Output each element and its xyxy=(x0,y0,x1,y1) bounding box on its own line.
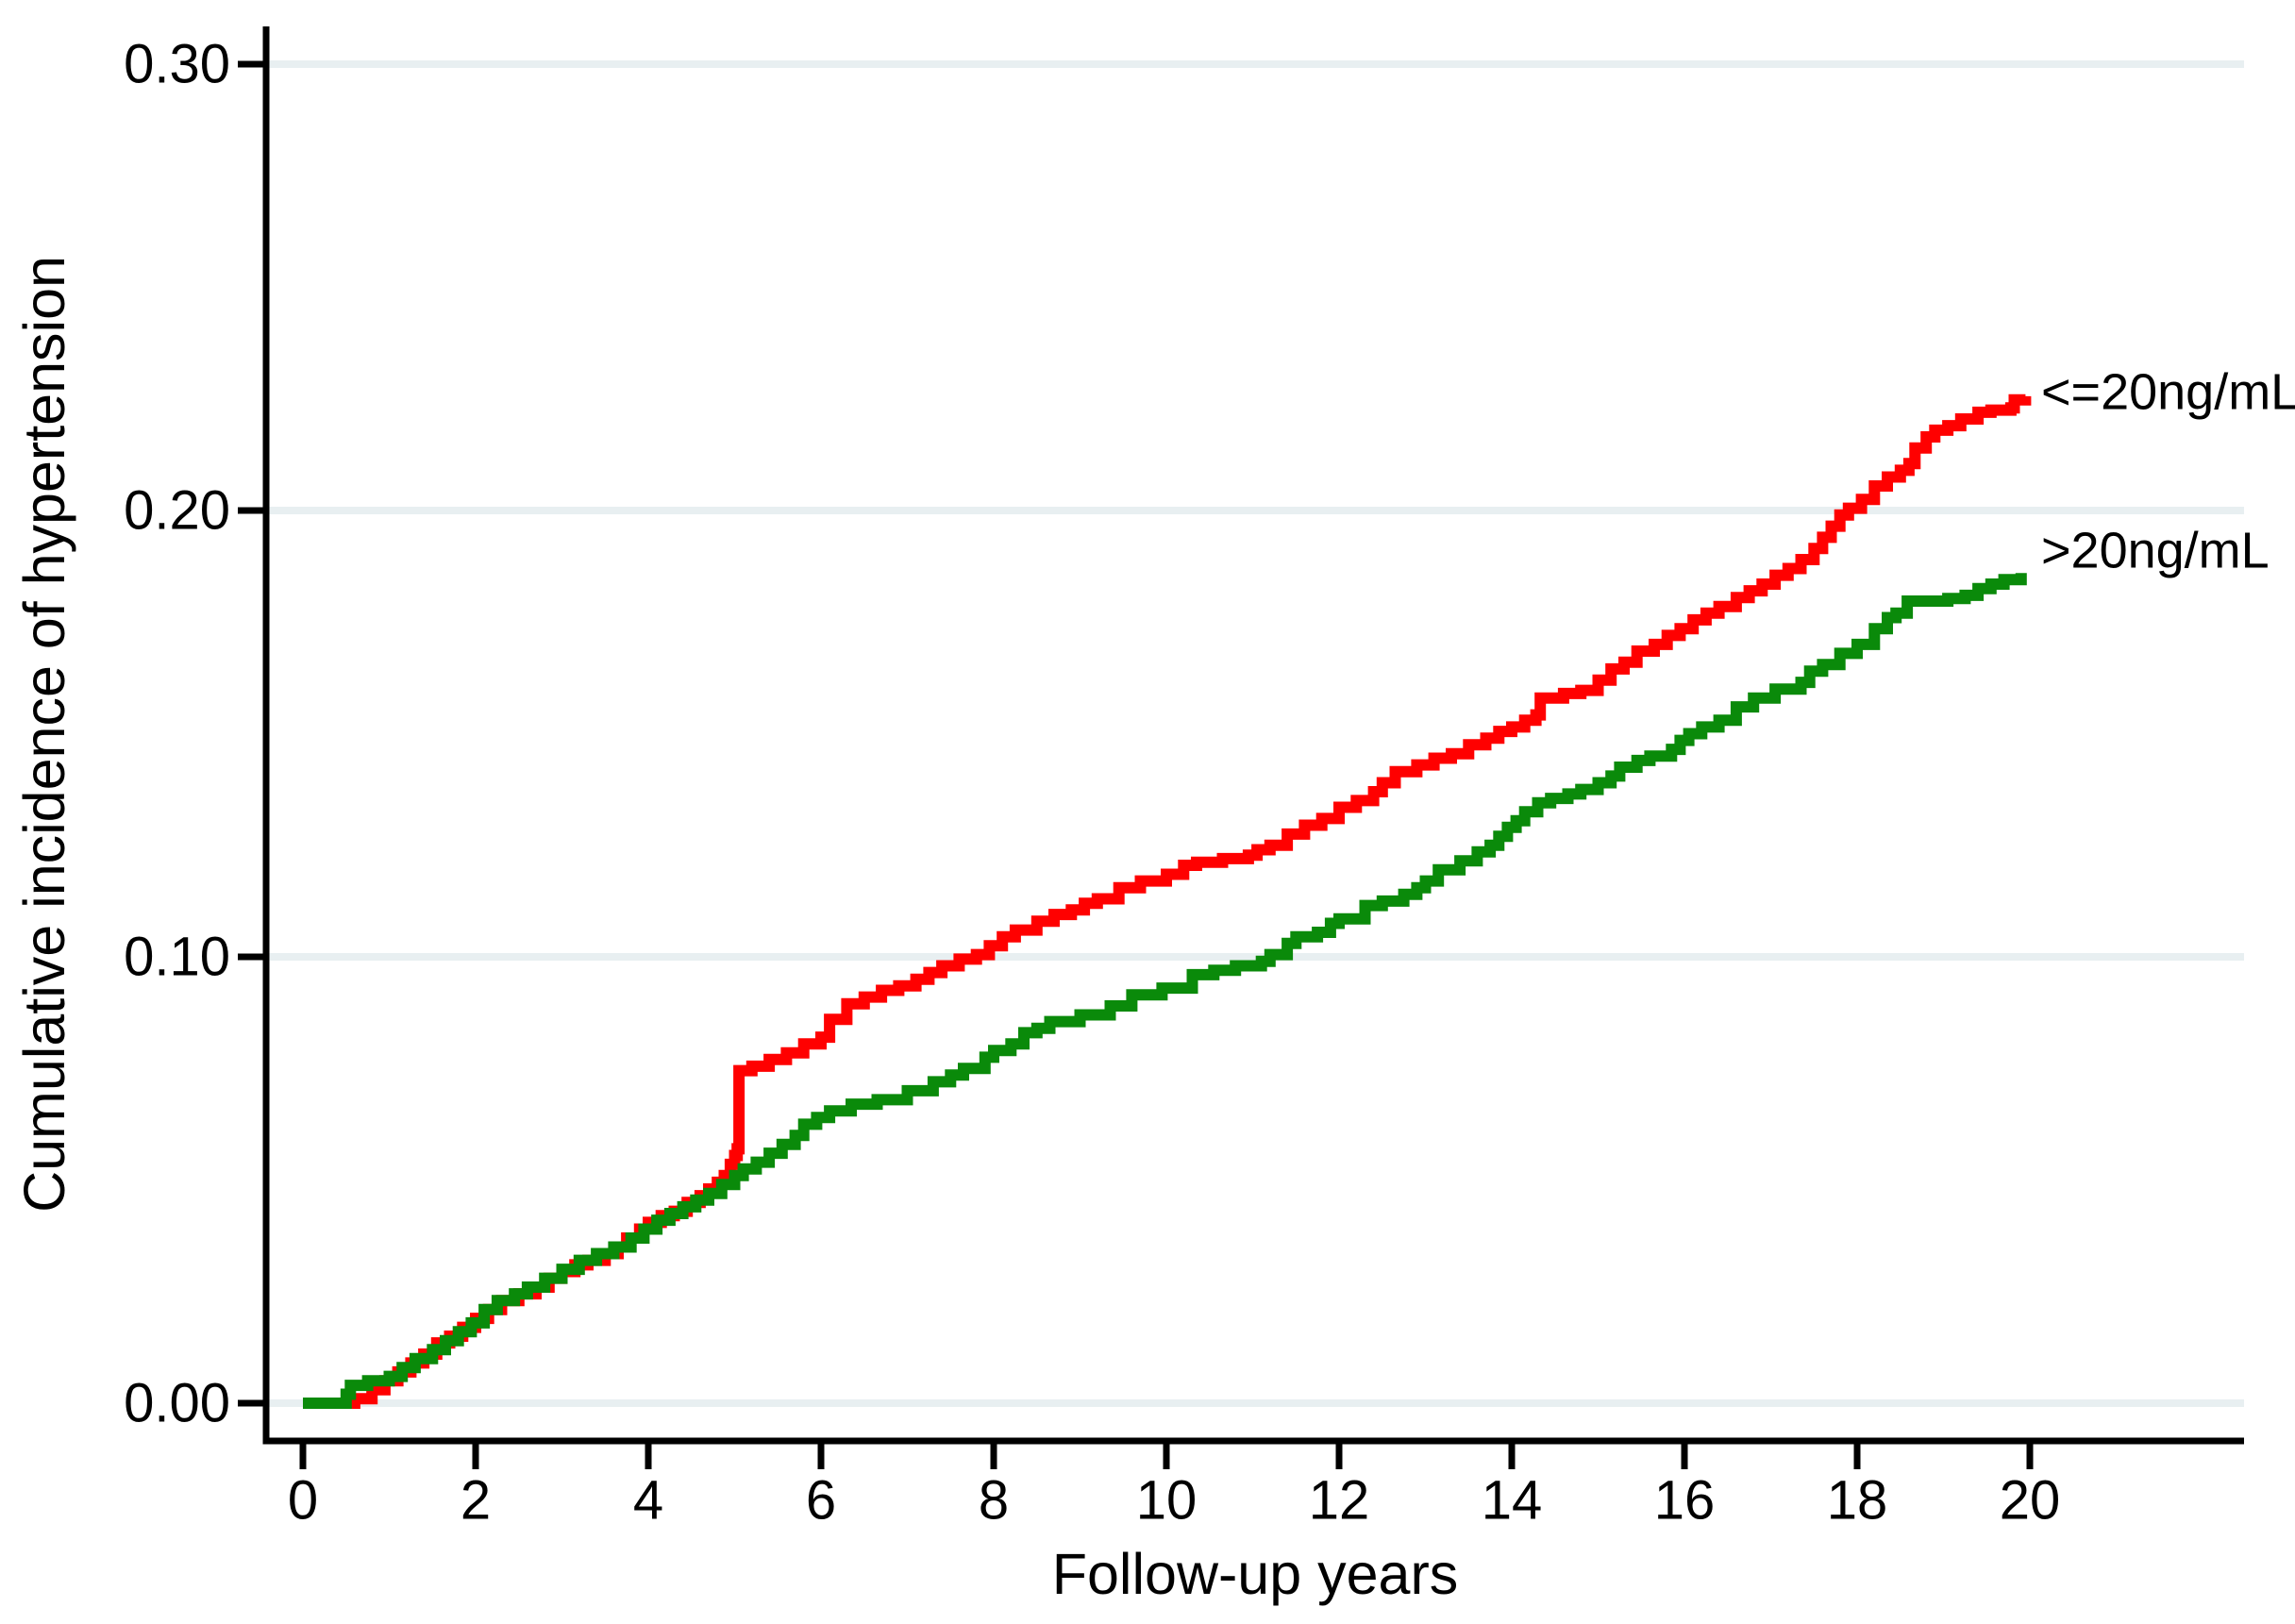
x-tick-label-10: 10 xyxy=(1136,1470,1198,1532)
x-tick-label-20: 20 xyxy=(2000,1470,2061,1532)
x-tick-label-4: 4 xyxy=(633,1470,663,1532)
curve-gt20ngml xyxy=(303,573,2027,1409)
x-tick-label-8: 8 xyxy=(979,1470,1009,1532)
x-tick-label-12: 12 xyxy=(1309,1470,1370,1532)
x-tick-label-6: 6 xyxy=(806,1470,836,1532)
x-axis-title: Follow-up years xyxy=(1051,1542,1459,1606)
curve-label-gt20ngml: >20ng/mL xyxy=(2041,523,2270,579)
curve-label-le20ngml: <=20ng/mL xyxy=(2041,364,2295,421)
y-tick-label-0.20: 0.20 xyxy=(124,480,230,542)
x-tick-label-16: 16 xyxy=(1654,1470,1716,1532)
x-tick-label-18: 18 xyxy=(1827,1470,1888,1532)
y-tick-label-0.10: 0.10 xyxy=(124,927,230,988)
y-axis-title: Cumulative incidence of hypertension xyxy=(12,256,76,1213)
y-tick-label-0.00: 0.00 xyxy=(124,1373,230,1434)
y-tick-label-0.30: 0.30 xyxy=(124,34,230,95)
x-tick-label-0: 0 xyxy=(288,1470,318,1532)
x-tick-label-14: 14 xyxy=(1482,1470,1543,1532)
curve-le20ngml xyxy=(303,393,2032,1409)
x-tick-label-2: 2 xyxy=(461,1470,491,1532)
